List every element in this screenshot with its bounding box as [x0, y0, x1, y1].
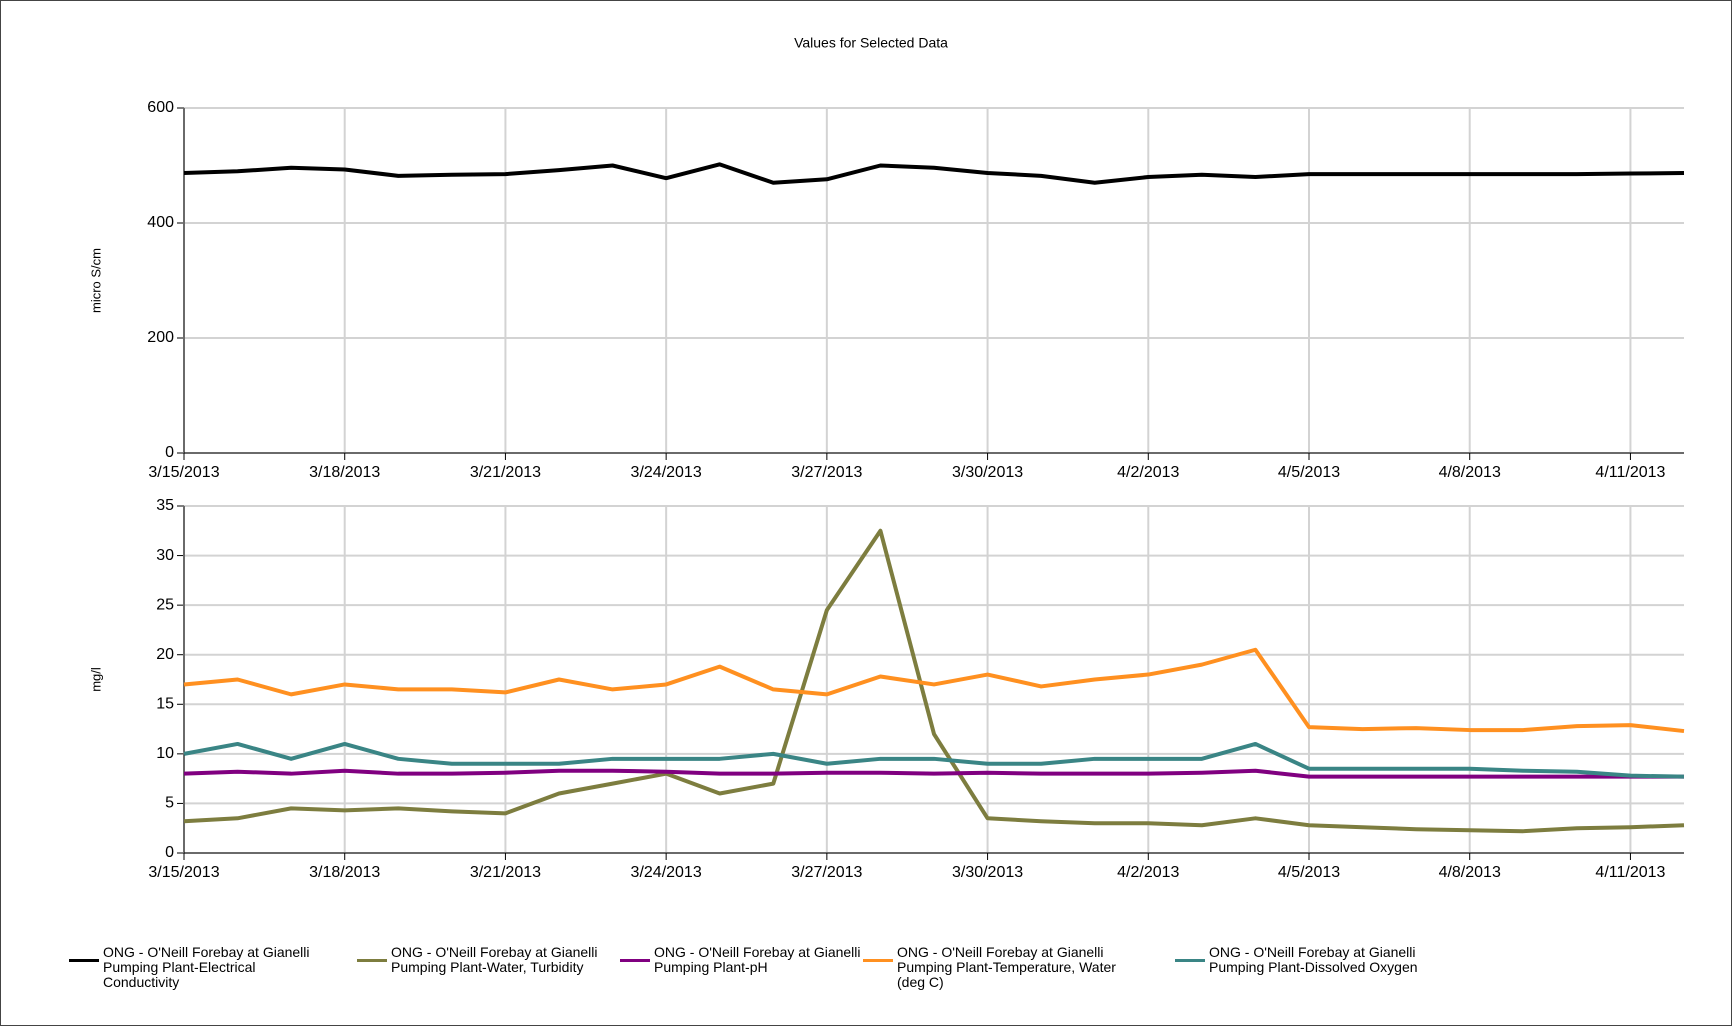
x-tick-label: 4/2/2013 [1117, 464, 1179, 481]
x-tick-label: 4/8/2013 [1439, 864, 1501, 881]
legend-item: ONG - O'Neill Forebay at Gianelli Pumpin… [1175, 945, 1429, 975]
legend-swatch [1175, 959, 1205, 962]
legend-label: ONG - O'Neill Forebay at Gianelli Pumpin… [103, 944, 310, 990]
x-tick-label: 4/5/2013 [1278, 864, 1340, 881]
legend-swatch [863, 959, 893, 962]
legend-item: ONG - O'Neill Forebay at Gianelli Pumpin… [357, 945, 611, 975]
y-tick-label: 0 [165, 844, 174, 861]
x-tick-label: 3/30/2013 [952, 464, 1023, 481]
legend-swatch [357, 959, 387, 962]
x-tick-label: 3/18/2013 [309, 464, 380, 481]
legend-swatch [620, 959, 650, 962]
x-tick-label: 3/27/2013 [791, 864, 862, 881]
legend-item: ONG - O'Neill Forebay at Gianelli Pumpin… [620, 945, 874, 975]
x-tick-label: 3/24/2013 [631, 464, 702, 481]
x-tick-label: 4/8/2013 [1439, 464, 1501, 481]
x-tick-label: 3/27/2013 [791, 464, 862, 481]
x-tick-label: 4/2/2013 [1117, 864, 1179, 881]
legend-label: ONG - O'Neill Forebay at Gianelli Pumpin… [391, 944, 598, 975]
chart-title: Values for Selected Data [794, 35, 948, 51]
data-line [183, 162, 1685, 185]
x-tick-label: 3/18/2013 [309, 864, 380, 881]
y-tick-label: 25 [156, 596, 174, 613]
legend-item: ONG - O'Neill Forebay at Gianelli Pumpin… [69, 945, 323, 990]
y-tick-label: 30 [156, 547, 174, 564]
y-tick-label: 200 [147, 329, 174, 346]
data-line [183, 741, 1685, 779]
data-line [183, 528, 1685, 834]
x-tick-label: 3/15/2013 [148, 864, 219, 881]
y-axis-label: micro S/cm [88, 248, 103, 313]
y-tick-label: 5 [165, 795, 174, 812]
data-line [183, 647, 1685, 734]
x-tick-label: 3/21/2013 [470, 464, 541, 481]
y-tick-label: 600 [147, 99, 174, 116]
y-axis-label: mg/l [88, 667, 103, 692]
legend-swatch [69, 959, 99, 962]
y-tick-label: 400 [147, 214, 174, 231]
x-tick-label: 4/11/2013 [1595, 864, 1665, 881]
y-tick-label: 0 [165, 444, 174, 461]
x-tick-label: 3/30/2013 [952, 864, 1023, 881]
legend-label: ONG - O'Neill Forebay at Gianelli Pumpin… [654, 944, 861, 975]
x-tick-label: 3/15/2013 [148, 464, 219, 481]
x-tick-label: 3/21/2013 [470, 864, 541, 881]
y-tick-label: 35 [156, 497, 174, 514]
x-tick-label: 3/24/2013 [631, 864, 702, 881]
data-line [183, 768, 1684, 779]
legend-label: ONG - O'Neill Forebay at Gianelli Pumpin… [1209, 944, 1418, 975]
y-tick-label: 10 [156, 745, 174, 762]
y-tick-label: 20 [156, 646, 174, 663]
y-tick-label: 15 [156, 696, 174, 713]
x-tick-label: 4/11/2013 [1595, 464, 1665, 481]
legend-item: ONG - O'Neill Forebay at Gianelli Pumpin… [863, 945, 1117, 990]
legend-label: ONG - O'Neill Forebay at Gianelli Pumpin… [897, 944, 1116, 990]
x-tick-label: 4/5/2013 [1278, 464, 1340, 481]
